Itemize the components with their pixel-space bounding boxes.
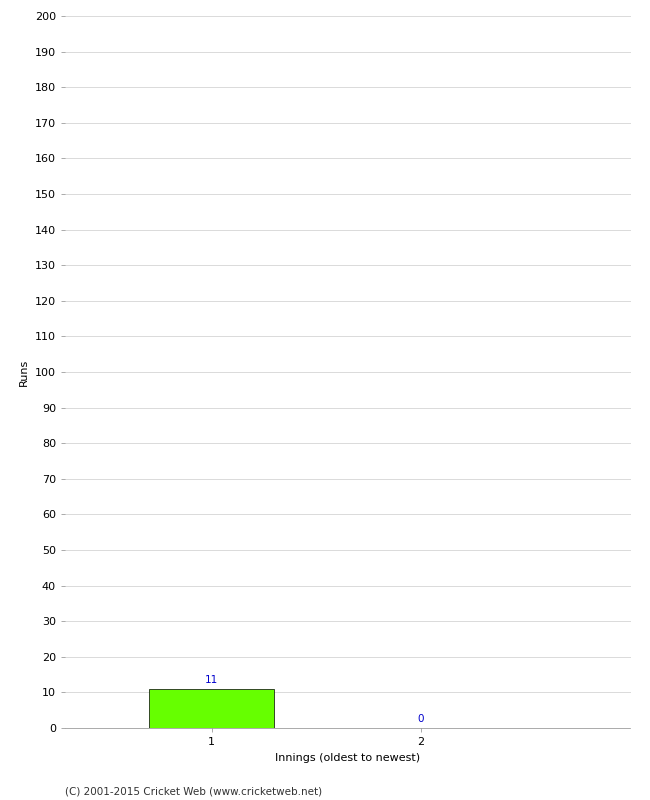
Text: 0: 0 xyxy=(418,714,424,724)
Y-axis label: Runs: Runs xyxy=(20,358,29,386)
X-axis label: Innings (oldest to newest): Innings (oldest to newest) xyxy=(275,753,421,762)
Text: (C) 2001-2015 Cricket Web (www.cricketweb.net): (C) 2001-2015 Cricket Web (www.cricketwe… xyxy=(65,786,322,796)
Text: 11: 11 xyxy=(205,674,218,685)
Bar xyxy=(149,689,274,728)
